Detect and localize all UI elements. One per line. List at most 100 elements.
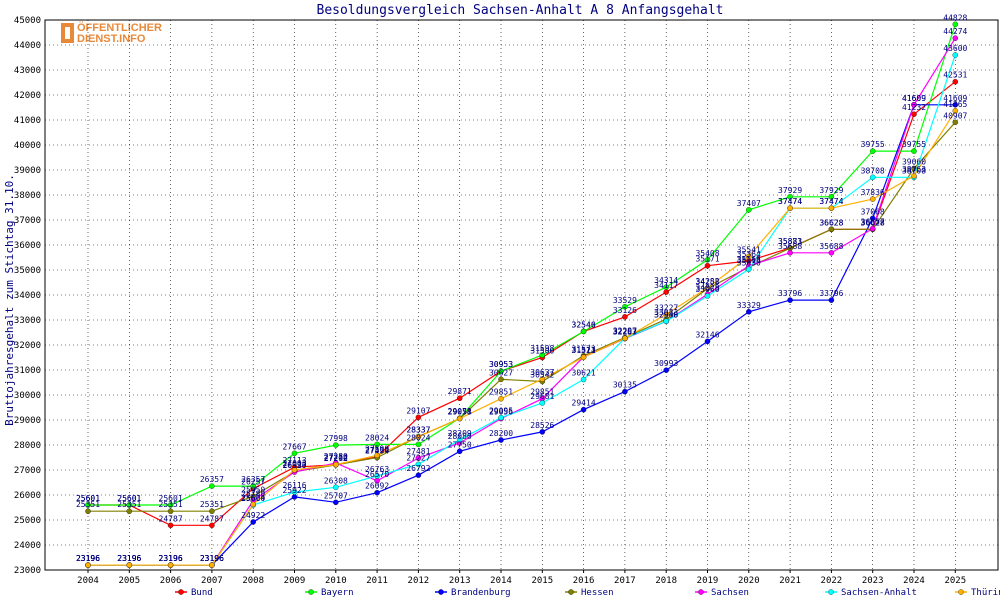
data-label-bund: 27529 [365, 446, 389, 455]
y-tick-label: 37000 [14, 216, 41, 226]
data-label-th-ringen: 32267 [613, 327, 637, 336]
data-point-th-ringen [333, 461, 339, 468]
data-label-hessen: 28337 [406, 426, 430, 435]
data-label-bund: 36628 [819, 218, 843, 227]
data-label-brandenburg: 32146 [695, 330, 719, 339]
data-point-th-ringen [580, 354, 587, 360]
data-point-th-ringen [911, 173, 917, 179]
grid-lines [45, 19, 998, 571]
x-tick-label: 2007 [201, 576, 223, 586]
data-point-sachsen [952, 35, 959, 41]
y-tick-label: 36000 [14, 241, 41, 251]
data-point-th-ringen [291, 467, 298, 473]
data-label-brandenburg: 25922 [282, 486, 306, 495]
data-point-sachsen [869, 225, 876, 232]
data-label-sachsen-anhalt: 32950 [654, 310, 678, 319]
y-axis-label: Bruttojahresgehalt zum Stichtag 31.10. [3, 174, 16, 426]
data-point-brandenburg [622, 388, 628, 395]
data-label-sachsen: 27481 [406, 447, 430, 456]
data-label-hessen: 36628 [861, 218, 885, 227]
data-label-sachsen: 35688 [819, 242, 843, 251]
x-tick-label: 2006 [160, 576, 182, 586]
data-point-bund [911, 111, 917, 117]
data-point-sachsen [828, 250, 835, 256]
data-label-sachsen-anhalt: 29681 [530, 392, 554, 401]
data-point-brandenburg [663, 367, 669, 373]
data-point-th-ringen [85, 562, 91, 568]
data-label-bund: 35171 [695, 255, 719, 264]
data-point-bayern [663, 284, 669, 290]
data-label-sachsen-anhalt: 33960 [695, 285, 719, 294]
legend-marker-bund [178, 589, 184, 595]
data-point-bund [952, 78, 959, 85]
data-label-sachsen-anhalt: 32267 [613, 327, 637, 336]
data-label-hessen: 35871 [778, 237, 802, 246]
x-tick-label: 2018 [655, 576, 677, 586]
y-tick-label: 33000 [14, 316, 41, 326]
legend-marker-sachsen [698, 589, 704, 595]
data-point-th-ringen [167, 562, 174, 568]
data-label-bayern: 37929 [778, 186, 802, 195]
data-point-hessen [126, 508, 133, 514]
data-label-sachsen: 35688 [778, 242, 802, 251]
data-label-sachsen-anhalt: 26308 [324, 476, 348, 485]
y-axis-ticks: 23000 24000 25000 26000 27000 28000 29000 30000… [14, 16, 41, 576]
series-line-brandenburg [88, 104, 956, 566]
data-point-brandenburg [746, 309, 752, 315]
data-label-sachsen: 34028 [695, 283, 719, 292]
data-point-bayern [498, 368, 504, 374]
data-label-th-ringen: 38763 [902, 165, 926, 174]
data-label-bayern: 27998 [324, 434, 348, 443]
data-label-sachsen: 32948 [654, 310, 678, 319]
data-label-bund: 35883 [778, 237, 802, 246]
x-tick-label: 2010 [325, 576, 347, 586]
data-label-sachsen: 32253 [613, 328, 637, 337]
y-tick-label: 43000 [14, 66, 41, 76]
data-point-sachsen [415, 455, 422, 461]
data-label-sachsen-anhalt: 35030 [737, 258, 761, 267]
data-label-sachsen-anhalt: 38708 [902, 166, 926, 175]
data-point-bund [663, 289, 669, 295]
data-label-bund: 36628 [861, 218, 885, 227]
data-label-th-ringen: 23196 [200, 554, 224, 563]
data-label-hessen: 36628 [819, 218, 843, 227]
data-point-bayern [911, 148, 917, 154]
data-label-hessen: 25351 [159, 500, 183, 509]
data-point-sachsen-anhalt [333, 484, 339, 491]
data-point-bayern [291, 450, 298, 457]
legend-marker-hessen [568, 589, 574, 595]
data-point-hessen [85, 508, 91, 514]
x-tick-label: 2015 [531, 576, 553, 586]
data-label-sachsen: 23196 [200, 554, 224, 563]
x-tick-label: 2017 [614, 576, 636, 586]
y-tick-label: 32000 [14, 341, 41, 351]
data-label-bayern: 37929 [819, 186, 843, 195]
data-label-bayern: 28024 [365, 433, 389, 442]
data-label-bund: 29107 [406, 406, 430, 415]
data-label-sachsen-anhalt: 28209 [448, 429, 472, 438]
y-tick-label: 25000 [14, 516, 41, 526]
data-label-brandenburg: 41609 [902, 94, 926, 103]
data-label-th-ringen: 29058 [448, 408, 472, 417]
data-label-sachsen: 41609 [902, 94, 926, 103]
data-label-sachsen: 27280 [324, 452, 348, 461]
data-label-sachsen-anhalt: 23196 [117, 554, 141, 563]
y-tick-label: 38000 [14, 191, 41, 201]
data-point-th-ringen [787, 205, 793, 211]
legend-label-bund: Bund [191, 588, 213, 598]
data-label-brandenburg: 33796 [778, 289, 802, 298]
y-tick-label: 45000 [14, 16, 41, 26]
legend-label-sachsen-anhalt: Sachsen-Anhalt [841, 588, 917, 598]
data-label-hessen: 39060 [902, 158, 926, 167]
legend-marker-bayern [308, 589, 314, 595]
x-tick-label: 2014 [490, 576, 512, 586]
data-label-th-ringen: 23196 [159, 554, 183, 563]
data-point-th-ringen [126, 562, 133, 568]
data-label-bayern: 39755 [902, 140, 926, 149]
data-label-brandenburg: 26792 [406, 464, 430, 473]
data-label-hessen: 34258 [695, 278, 719, 287]
data-point-hessen [167, 508, 174, 514]
data-label-brandenburg: 37068 [861, 207, 885, 216]
x-tick-label: 2023 [862, 576, 884, 586]
data-point-th-ringen [746, 253, 752, 260]
